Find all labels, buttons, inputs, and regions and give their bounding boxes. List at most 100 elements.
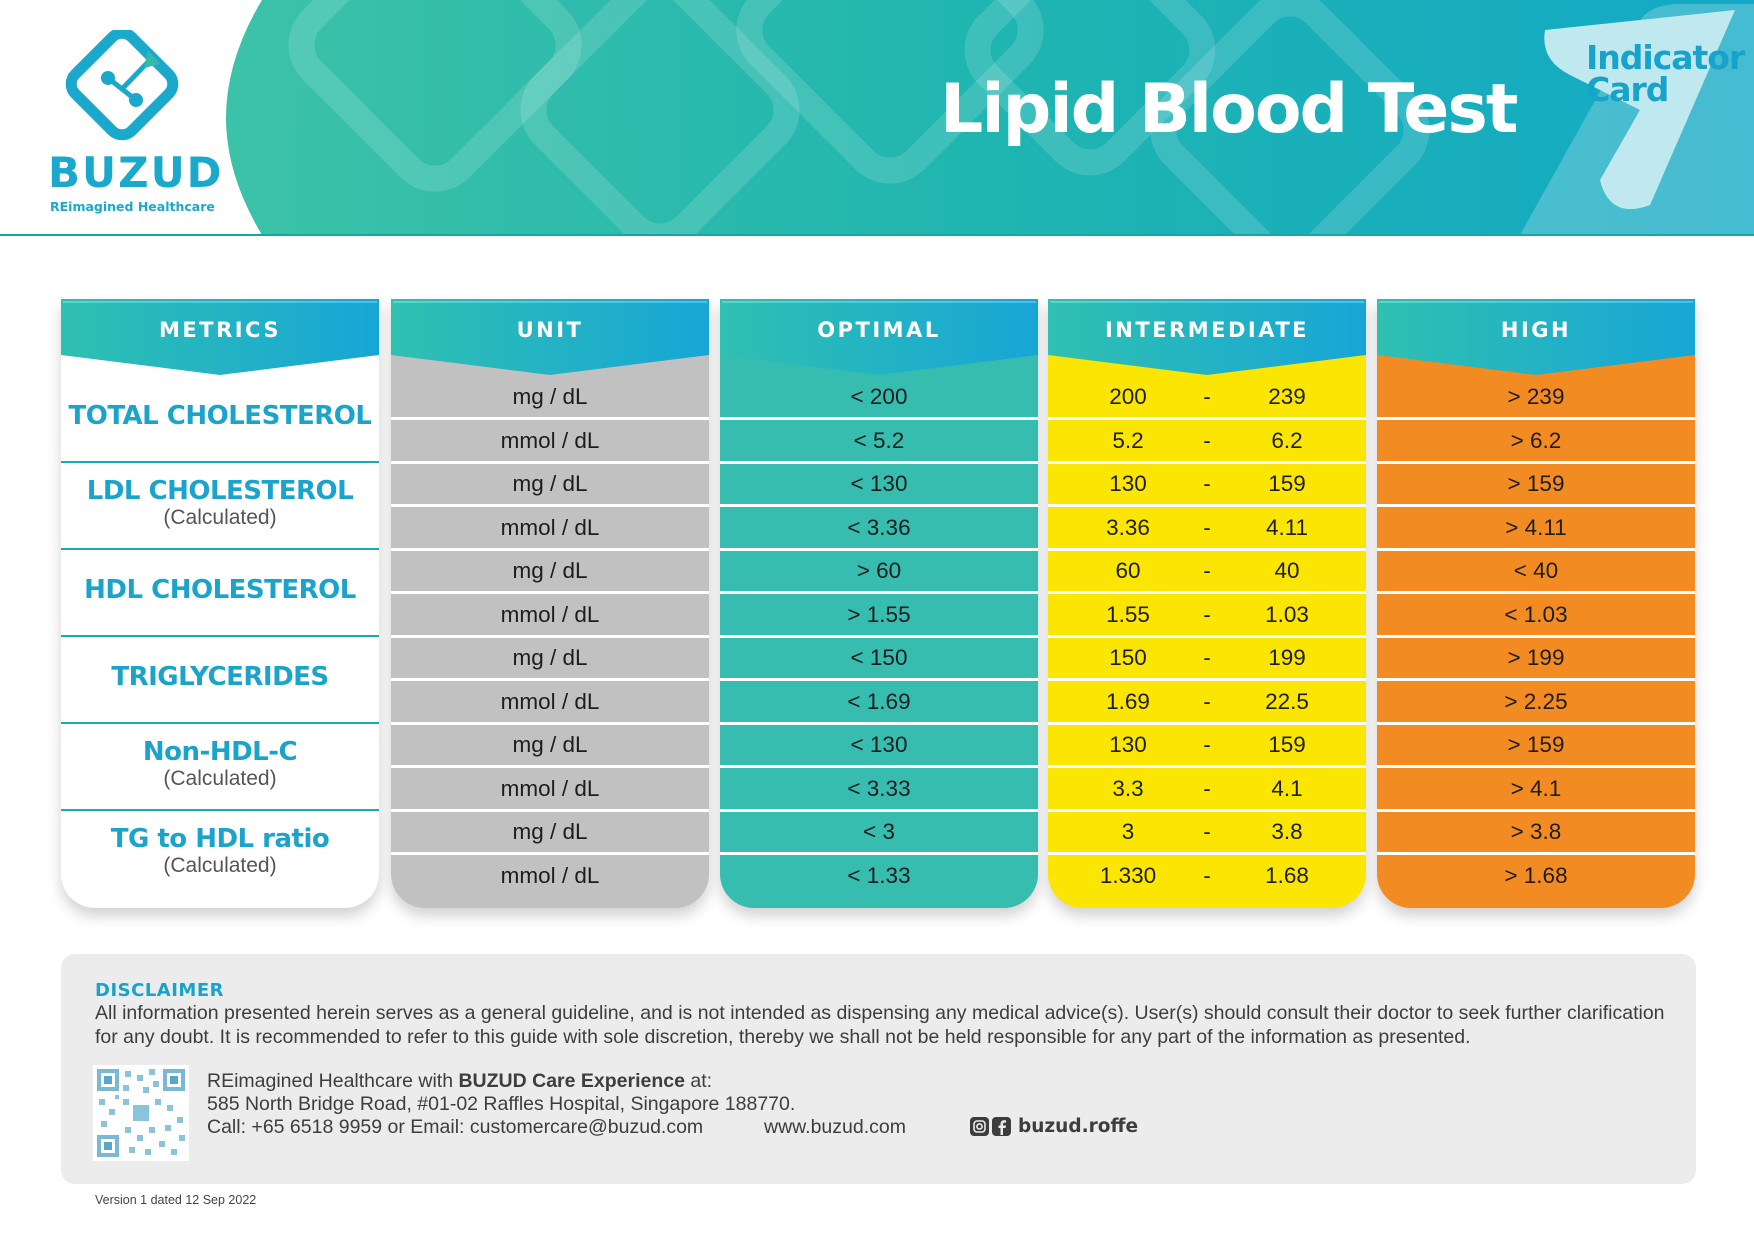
row-divider bbox=[391, 808, 709, 812]
optimal-cell-text: < 5.2 bbox=[853, 427, 905, 453]
intermediate-column-header: INTERMEDIATE bbox=[1048, 299, 1366, 375]
unit-cell: mg / dL bbox=[391, 462, 709, 506]
brand-name: BUZUD bbox=[48, 148, 224, 197]
row-divider bbox=[720, 547, 1038, 551]
high-cell-text: > 199 bbox=[1507, 645, 1565, 670]
header-ribbon bbox=[1377, 299, 1695, 375]
row-divider bbox=[391, 678, 709, 681]
metric-name: TRIGLYCERIDES bbox=[111, 662, 329, 692]
metric-name: HDL CHOLESTEROL bbox=[84, 575, 356, 605]
row-divider bbox=[391, 591, 709, 594]
high-cell: > 6.2 bbox=[1377, 419, 1695, 463]
optimal-cell: < 3.33 bbox=[720, 767, 1038, 811]
range-dash: - bbox=[1203, 384, 1211, 409]
row-divider bbox=[391, 721, 709, 725]
high-cell: < 40 bbox=[1377, 549, 1695, 593]
range-dash: - bbox=[1203, 688, 1211, 714]
card-label-line2: Card bbox=[1586, 70, 1669, 109]
row-divider bbox=[391, 634, 709, 638]
high-cell-text: > 239 bbox=[1507, 384, 1565, 409]
intermediate-column: INTERMEDIATE 200 - 239 5.2 - 6.2 130 - 159 3.36 - 4.… bbox=[1048, 299, 1366, 908]
row-divider bbox=[1377, 634, 1695, 638]
optimal-cell-text: < 1.69 bbox=[847, 688, 911, 714]
row-divider bbox=[1048, 678, 1366, 681]
high-cell: > 2.25 bbox=[1377, 680, 1695, 724]
row-divider bbox=[391, 417, 709, 420]
row-divider bbox=[720, 808, 1038, 812]
card-label-line1: Indicator bbox=[1586, 38, 1745, 77]
intermediate-high: 1.68 bbox=[1265, 862, 1309, 888]
optimal-cell: < 200 bbox=[720, 375, 1038, 419]
intermediate-cell: 3.3 - 4.1 bbox=[1048, 767, 1366, 811]
row-divider bbox=[1377, 591, 1695, 594]
metric-name: TOTAL CHOLESTEROL bbox=[68, 401, 372, 431]
high-cell-text: > 4.11 bbox=[1505, 514, 1567, 540]
high-cell: > 1.68 bbox=[1377, 854, 1695, 898]
intermediate-low: 60 bbox=[1115, 558, 1141, 583]
high-cell-text: < 1.03 bbox=[1504, 601, 1568, 627]
instagram-icon[interactable] bbox=[970, 1117, 989, 1136]
high-cell-text: > 159 bbox=[1507, 732, 1565, 757]
unit-cell: mmol / dL bbox=[391, 680, 709, 724]
brand-tagline: REimagined Healthcare bbox=[50, 199, 215, 214]
optimal-cell: < 5.2 bbox=[720, 419, 1038, 463]
intermediate-low: 1.55 bbox=[1106, 601, 1150, 627]
optimal-cell: < 130 bbox=[720, 462, 1038, 506]
metric-divider bbox=[61, 635, 379, 637]
header-ribbon bbox=[1048, 299, 1366, 375]
unit-column: UNIT mg / dL mmol / dL mg / dL mmol / dL mg /… bbox=[391, 299, 709, 908]
intermediate-cell: 200 - 239 bbox=[1048, 375, 1366, 419]
row-divider bbox=[391, 852, 709, 855]
high-cell-text: > 6.2 bbox=[1510, 427, 1562, 453]
indicator-card-label: Indicator Card bbox=[1586, 41, 1745, 109]
intermediate-cell: 3 - 3.8 bbox=[1048, 810, 1366, 854]
row-divider bbox=[1048, 547, 1366, 551]
unit-cell-text: mg / dL bbox=[512, 384, 588, 409]
row-divider bbox=[1377, 808, 1695, 812]
unit-cell-text: mmol / dL bbox=[500, 514, 600, 540]
intermediate-header-label: INTERMEDIATE bbox=[1104, 318, 1309, 342]
intermediate-low: 130 bbox=[1109, 471, 1147, 496]
row-divider bbox=[1048, 852, 1366, 855]
unit-cell: mmol / dL bbox=[391, 419, 709, 463]
intermediate-high: 6.2 bbox=[1271, 427, 1303, 453]
intermediate-cell: 1.55 - 1.03 bbox=[1048, 593, 1366, 637]
facebook-icon[interactable] bbox=[992, 1117, 1011, 1136]
unit-cell: mmol / dL bbox=[391, 506, 709, 550]
row-divider bbox=[391, 504, 709, 507]
row-divider bbox=[1048, 460, 1366, 464]
optimal-cell-text: < 3.33 bbox=[847, 775, 911, 801]
range-dash: - bbox=[1203, 427, 1211, 453]
social-handle[interactable]: buzud.roffe bbox=[1018, 1116, 1138, 1137]
call-email-line[interactable]: Call: +65 6518 9959 or Email: customerca… bbox=[207, 1116, 704, 1138]
high-cell-text: > 2.25 bbox=[1504, 688, 1568, 714]
optimal-cell: < 1.33 bbox=[720, 854, 1038, 898]
optimal-cell-text: < 130 bbox=[850, 471, 908, 496]
row-divider bbox=[720, 460, 1038, 464]
optimal-cell-text: > 1.55 bbox=[847, 601, 911, 627]
high-cell: > 3.8 bbox=[1377, 810, 1695, 854]
row-divider bbox=[1048, 417, 1366, 420]
metrics-column-header: METRICS bbox=[61, 299, 379, 375]
optimal-cell: < 130 bbox=[720, 723, 1038, 767]
high-cell: > 159 bbox=[1377, 462, 1695, 506]
website-link[interactable]: www.buzud.com bbox=[764, 1116, 906, 1138]
unit-cell-text: mg / dL bbox=[512, 819, 588, 844]
intermediate-low: 150 bbox=[1109, 645, 1147, 670]
row-divider bbox=[1377, 547, 1695, 551]
high-cell: > 199 bbox=[1377, 636, 1695, 680]
metric-label: TRIGLYCERIDES bbox=[61, 662, 379, 692]
intermediate-high: 239 bbox=[1268, 384, 1306, 409]
contact-prefix: REimagined Healthcare with bbox=[207, 1070, 459, 1092]
intermediate-high: 3.8 bbox=[1271, 819, 1303, 844]
metric-label: LDL CHOLESTEROL (Calculated) bbox=[61, 476, 379, 530]
unit-cell-text: mmol / dL bbox=[500, 862, 600, 888]
disclaimer-panel: DISCLAIMER All information presented her… bbox=[61, 954, 1696, 1184]
header-ribbon bbox=[391, 299, 709, 375]
unit-cell: mg / dL bbox=[391, 375, 709, 419]
unit-cell: mmol / dL bbox=[391, 767, 709, 811]
metric-sub-label: (Calculated) bbox=[163, 767, 277, 790]
optimal-cell-text: < 3 bbox=[863, 819, 895, 844]
range-dash: - bbox=[1203, 558, 1211, 583]
range-dash: - bbox=[1203, 862, 1211, 888]
